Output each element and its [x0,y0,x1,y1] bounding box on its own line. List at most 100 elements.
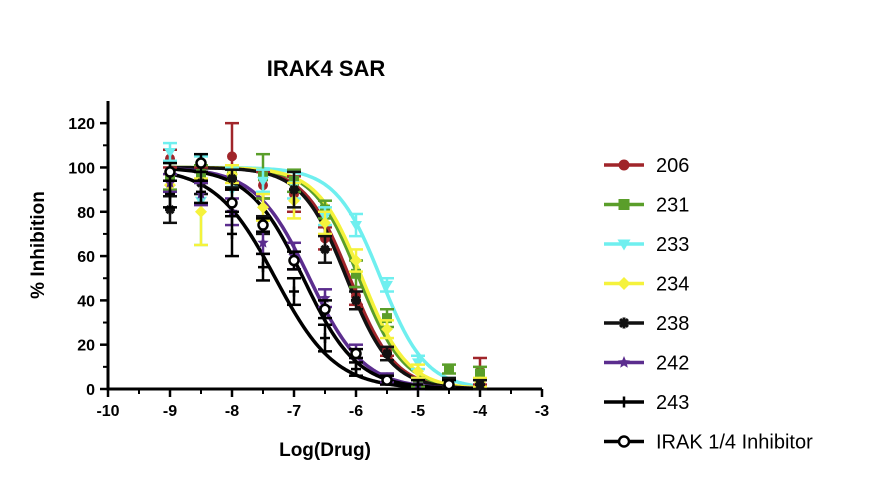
data-point [164,147,176,158]
data-point [475,368,485,379]
y-tick-label: 100 [68,160,95,177]
legend-marker [618,396,630,408]
marker-shape [350,254,362,267]
legend-label: 242 [656,353,689,375]
marker-shape [381,374,393,386]
data-point [165,189,175,200]
data-point [444,364,454,375]
legend-marker [617,239,631,251]
chart-title: IRAK4 SAR [267,56,386,81]
fit-curve-7 [169,167,481,391]
data-point [195,205,207,218]
marker-shape [381,280,393,291]
data-point [475,379,485,390]
data-point [350,347,362,360]
marker-shape [164,147,176,158]
marker-shape [257,176,269,187]
x-tick-label: -3 [535,403,549,420]
data-point [351,268,361,279]
legend-marker [617,277,631,290]
marker-shape [475,368,485,379]
legend-label: 243 [656,392,689,414]
marker-shape [226,197,238,209]
data-point [288,254,300,267]
legend-label: 233 [656,234,689,256]
x-tick-label: -8 [225,403,239,420]
data-point [350,221,362,232]
data-point [381,323,393,336]
marker-shape [412,365,424,378]
data-point [164,166,176,178]
marker-shape [617,356,631,368]
series-points-6 [163,179,425,391]
data-point [289,286,299,297]
legend-item-5: 242 [604,353,689,375]
marker-shape [619,318,629,328]
data-point [257,201,269,214]
marker-shape [289,185,299,195]
data-point [257,219,269,231]
legend-label: 231 [656,195,689,217]
y-tick-label: 40 [77,293,95,310]
marker-shape [195,205,207,218]
y-tick-label: 120 [68,116,95,133]
data-point [227,151,237,162]
data-point [227,228,237,239]
marker-shape [381,323,393,336]
x-tick-label: -5 [411,403,425,420]
data-point [289,184,299,195]
legend-marker [617,356,631,368]
data-point [351,364,361,375]
data-point [350,254,362,267]
marker-shape [382,348,392,359]
marker-shape [350,221,362,232]
legend-marker [617,435,631,448]
marker-shape [227,173,237,184]
axes: -10 -9 -8 -7 -6 -5 -4 -3 0 20 40 60 80 100 120 [68,101,549,420]
marker-shape [227,151,237,162]
data-point [412,365,424,378]
legend-item-1: 231 [604,195,689,217]
marker-shape [444,364,454,375]
marker-shape [382,313,392,324]
data-point [257,176,269,187]
marker-shape [617,239,631,251]
data-point [320,333,330,344]
marker-shape [618,199,630,210]
marker-shape [475,379,485,390]
data-point [382,348,392,359]
data-points [163,121,487,391]
legend-item-3: 234 [604,274,689,296]
marker-shape [164,166,176,178]
data-point [320,244,330,255]
legend-label: IRAK 1/4 Inhibitor [656,432,813,454]
marker-shape [618,159,630,171]
marker-shape [319,303,331,315]
data-point [195,157,207,169]
legend-label: 238 [656,313,689,335]
x-tick-label: -7 [287,403,301,420]
legend-marker [618,317,630,329]
marker-shape [257,201,269,214]
legend-marker [618,199,630,210]
legend-item-0: 206 [604,155,689,177]
series-points-7 [163,152,456,391]
legend-label: 234 [656,274,689,296]
data-point [381,374,393,386]
marker-shape [443,378,455,391]
data-point [351,295,361,306]
x-axis-label: Log(Drug) [279,440,371,461]
data-point [257,236,269,248]
data-point [196,186,206,197]
marker-shape [351,295,361,305]
x-tick-label: -6 [349,403,363,420]
y-tick-label: 80 [77,205,95,222]
legend: 206 231 233 234 238 242 243 IRAK 1/4 Inhibitor [604,155,813,454]
data-point [226,197,238,209]
data-point [413,379,423,390]
x-tick-label: -10 [96,403,119,420]
legend-item-4: 238 [604,313,689,335]
marker-shape [319,216,331,229]
